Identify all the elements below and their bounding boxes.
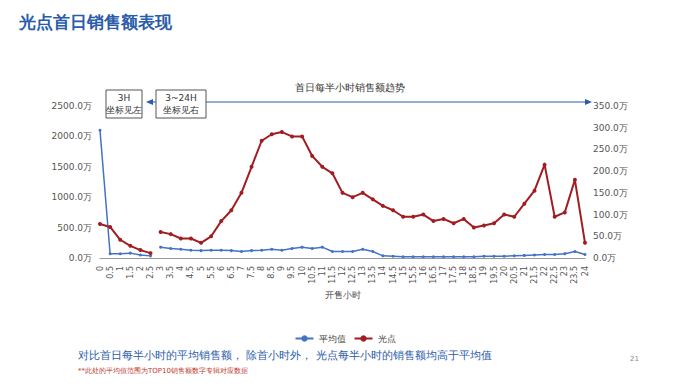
svg-text:2.5: 2.5	[146, 266, 155, 279]
svg-text:14: 14	[378, 266, 387, 276]
svg-text:24: 24	[581, 266, 590, 276]
svg-text:1000.0万: 1000.0万	[52, 192, 93, 202]
svg-text:18.5: 18.5	[469, 266, 478, 284]
svg-text:23: 23	[560, 266, 569, 276]
svg-text:**此处的平均值范围为TOP10销售额数字专辑对应数据: **此处的平均值范围为TOP10销售额数字专辑对应数据	[78, 367, 248, 375]
svg-text:14.5: 14.5	[389, 266, 398, 284]
svg-text:开售小时: 开售小时	[325, 290, 361, 300]
svg-text:5: 5	[197, 266, 206, 271]
svg-text:200.0万: 200.0万	[593, 166, 628, 176]
svg-text:11.5: 11.5	[328, 266, 337, 284]
svg-text:坐标见右: 坐标见右	[163, 105, 199, 115]
svg-text:2500.0万: 2500.0万	[52, 101, 93, 111]
svg-text:100.0万: 100.0万	[593, 210, 628, 220]
svg-text:10: 10	[298, 266, 307, 276]
svg-text:13: 13	[358, 266, 367, 276]
svg-text:250.0万: 250.0万	[593, 144, 628, 154]
svg-text:19: 19	[479, 266, 488, 276]
svg-text:350.0万: 350.0万	[593, 101, 628, 111]
svg-text:3.5: 3.5	[166, 266, 175, 279]
svg-text:3~24H: 3~24H	[165, 93, 197, 103]
svg-text:13.5: 13.5	[368, 266, 377, 284]
svg-text:9.5: 9.5	[287, 266, 296, 279]
svg-text:1.5: 1.5	[126, 266, 135, 279]
svg-text:0.5: 0.5	[106, 266, 115, 279]
svg-text:0: 0	[96, 266, 105, 271]
svg-text:16.5: 16.5	[429, 266, 438, 284]
svg-text:对比首日每半小时的平均销售额， 除首小时外， 光点每半小时的: 对比首日每半小时的平均销售额， 除首小时外， 光点每半小时的销售额均高于平均值	[78, 349, 492, 362]
svg-text:15.5: 15.5	[409, 266, 418, 284]
svg-text:21: 21	[630, 355, 639, 363]
svg-text:10.5: 10.5	[308, 266, 317, 284]
svg-text:0.0万: 0.0万	[593, 253, 616, 263]
svg-text:1500.0万: 1500.0万	[52, 162, 93, 172]
svg-text:11: 11	[318, 266, 327, 276]
svg-text:17.5: 17.5	[449, 266, 458, 284]
svg-text:15: 15	[399, 266, 408, 276]
svg-text:20: 20	[500, 266, 509, 276]
svg-text:3H: 3H	[118, 93, 131, 103]
svg-text:坐标见左: 坐标见左	[106, 105, 142, 115]
svg-text:首日每半小时销售额趋势: 首日每半小时销售额趋势	[295, 82, 405, 93]
svg-text:500.0万: 500.0万	[57, 223, 92, 233]
svg-text:21.5: 21.5	[530, 266, 539, 284]
svg-text:19.5: 19.5	[490, 266, 499, 284]
svg-text:300.0万: 300.0万	[593, 123, 628, 133]
svg-text:光点: 光点	[378, 334, 396, 344]
svg-text:7: 7	[237, 266, 246, 271]
svg-text:20.5: 20.5	[510, 266, 519, 284]
svg-text:50.0万: 50.0万	[593, 231, 622, 241]
svg-text:150.0万: 150.0万	[593, 188, 628, 198]
svg-text:3: 3	[156, 266, 165, 271]
svg-text:12.5: 12.5	[348, 266, 357, 284]
svg-text:5.5: 5.5	[207, 266, 216, 279]
svg-text:8.5: 8.5	[267, 266, 276, 279]
svg-text:6: 6	[217, 266, 226, 271]
svg-text:光点首日销售额表现: 光点首日销售额表现	[18, 12, 173, 32]
svg-text:8: 8	[257, 266, 266, 271]
svg-text:2: 2	[136, 266, 145, 271]
svg-text:7.5: 7.5	[247, 266, 256, 279]
svg-text:平均值: 平均值	[319, 334, 346, 344]
svg-text:17: 17	[439, 266, 448, 276]
svg-text:9: 9	[277, 266, 286, 271]
svg-text:21: 21	[520, 266, 529, 276]
svg-text:6.5: 6.5	[227, 266, 236, 279]
svg-text:1: 1	[116, 266, 125, 271]
svg-text:2000.0万: 2000.0万	[52, 131, 93, 141]
svg-text:4.5: 4.5	[186, 266, 195, 279]
svg-text:0.0万: 0.0万	[69, 253, 92, 263]
svg-text:22: 22	[540, 266, 549, 276]
svg-text:18: 18	[459, 266, 468, 276]
svg-text:22.5: 22.5	[550, 266, 559, 284]
svg-text:23.5: 23.5	[570, 266, 579, 284]
svg-text:12: 12	[338, 266, 347, 276]
svg-text:4: 4	[176, 266, 185, 271]
svg-text:16: 16	[419, 266, 428, 276]
